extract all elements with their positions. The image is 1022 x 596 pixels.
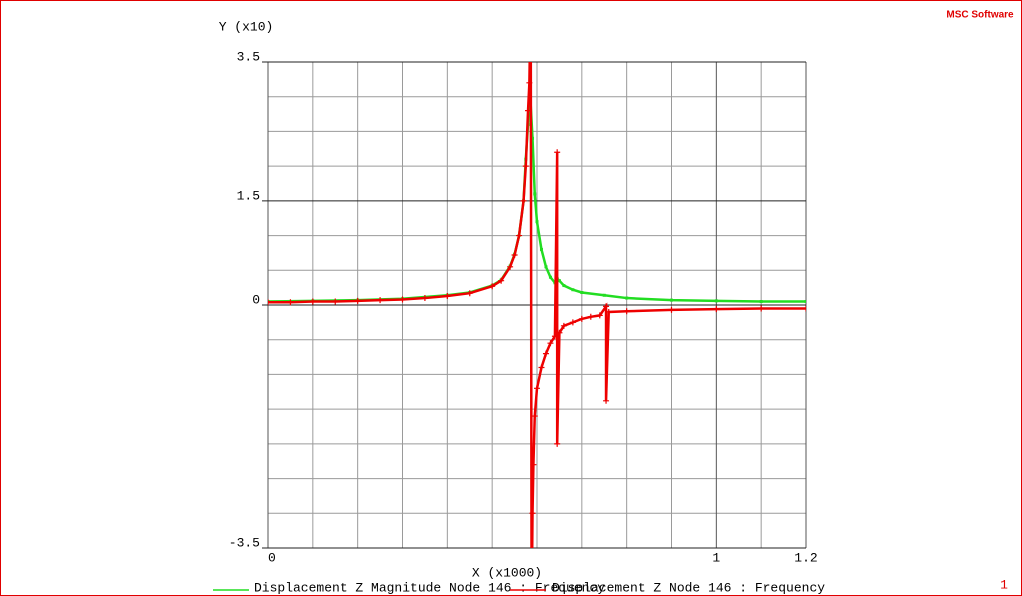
- data-point: [444, 292, 451, 299]
- data-point: [560, 322, 567, 329]
- data-point: [670, 298, 673, 302]
- data-point: [603, 397, 610, 404]
- data-point: [377, 297, 384, 304]
- data-point: [525, 107, 532, 114]
- data-point: [526, 79, 533, 86]
- x-tick-label: 1.2: [794, 550, 817, 565]
- data-point: [531, 136, 535, 140]
- data-point: [534, 385, 540, 392]
- data-point: [268, 299, 271, 306]
- data-point: [489, 283, 496, 290]
- data-point: [529, 510, 536, 517]
- x-axis-label: X (x1000): [472, 565, 542, 580]
- data-point: [554, 149, 561, 156]
- data-point: [668, 306, 675, 313]
- data-point: [535, 220, 539, 224]
- grid: 0 1 1.2 -3.5 0 1.5 3.5: [229, 49, 818, 565]
- data-point: [332, 298, 339, 305]
- data-point: [759, 300, 763, 304]
- data-point: [557, 279, 561, 283]
- data-point: [466, 290, 473, 297]
- data-point: [580, 291, 584, 295]
- data-point: [596, 312, 603, 319]
- data-point: [605, 308, 612, 315]
- data-point: [530, 461, 537, 468]
- data-point: [713, 306, 720, 313]
- data-point: [758, 305, 765, 312]
- data-point: [602, 293, 606, 297]
- data-point: [547, 340, 554, 347]
- data-point: [507, 263, 514, 270]
- y-tick-label: -3.5: [229, 535, 260, 550]
- data-point: [571, 288, 575, 292]
- y-tick-label: 3.5: [237, 49, 260, 64]
- data-point: [551, 333, 558, 340]
- data-point: [556, 329, 563, 336]
- data-point: [803, 305, 806, 312]
- data-point: [587, 313, 594, 320]
- data-point: [569, 319, 576, 326]
- legend-label: Displacement Z Node 146 : Frequency: [552, 580, 825, 595]
- data-point: [578, 315, 585, 322]
- data-point: [623, 308, 630, 315]
- data-point: [421, 295, 428, 302]
- data-point: [542, 350, 549, 357]
- data-point: [714, 299, 718, 303]
- y-axis-label: Y (x10): [219, 19, 274, 34]
- data-point: [603, 303, 610, 310]
- data-point: [554, 440, 561, 447]
- logo: MSC Software: [946, 10, 1014, 21]
- plot-area: [268, 62, 806, 548]
- data-point: [804, 300, 806, 304]
- data-point: [287, 299, 294, 306]
- y-tick-label: 0: [252, 292, 260, 307]
- data-point: [399, 296, 406, 303]
- data-point: [539, 247, 543, 251]
- page-number: 1: [1000, 577, 1008, 592]
- data-point: [498, 277, 505, 284]
- legend: Displacement Z Magnitude Node 146 : Freq…: [213, 580, 825, 595]
- data-point: [562, 284, 566, 288]
- legend-label: Displacement Z Magnitude Node 146 : Freq…: [254, 580, 605, 595]
- data-point: [544, 265, 548, 269]
- data-point: [531, 413, 538, 420]
- data-point: [538, 364, 545, 371]
- data-point: [548, 275, 552, 279]
- x-tick-label: 0: [268, 550, 276, 565]
- data-point: [533, 192, 537, 196]
- data-point: [354, 297, 361, 304]
- data-point: [309, 298, 316, 305]
- y-tick-label: 1.5: [237, 188, 260, 203]
- data-point: [522, 163, 529, 170]
- data-point: [625, 296, 629, 300]
- x-tick-label: 1: [712, 550, 720, 565]
- data-point: [516, 232, 523, 239]
- data-point: [511, 252, 518, 259]
- data-point: [520, 197, 527, 204]
